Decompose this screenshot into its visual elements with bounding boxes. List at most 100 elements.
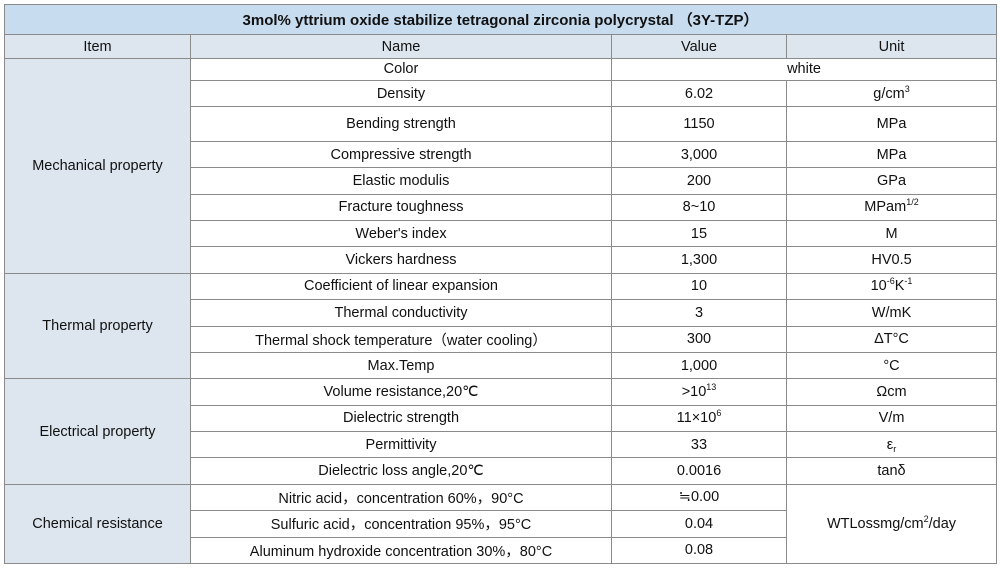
unit-exponent-2: -1 (904, 276, 913, 287)
property-name: Nitric acid，concentration 60%，90°C (190, 483, 612, 512)
unit-text: WTLossmg/cm (826, 515, 924, 532)
header-item: Item (4, 34, 191, 59)
property-value: 1150 (611, 106, 787, 142)
value-text: 300 (686, 331, 712, 348)
unit-text: °C (883, 357, 900, 374)
unit-text: ε (886, 436, 894, 453)
property-name: Weber's index (190, 220, 612, 248)
unit-exponent: -6 (886, 276, 895, 287)
table-row: Electrical property Volume resistance,20℃… (4, 378, 998, 485)
value-text: 1150 (683, 116, 715, 133)
value-text: 3,000 (680, 146, 718, 163)
table-row: Chemical resistance Nitric acid，concentra… (4, 483, 998, 565)
property-unit: 10-6K-1 (785, 272, 998, 301)
property-name: Fracture toughness (190, 193, 612, 222)
value-text: >10 (681, 383, 707, 400)
property-value: 3,000 (611, 140, 787, 169)
property-name: Thermal shock temperature（water cooling） (190, 325, 612, 353)
unit-exponent: 1/2 (906, 197, 919, 208)
property-value: 0.04 (611, 510, 787, 538)
property-value: 3 (611, 299, 787, 327)
property-unit: °C (785, 351, 998, 380)
property-value: 1,000 (611, 351, 787, 380)
property-value: 200 (611, 167, 787, 195)
property-name: Coefficient of linear expansion (190, 272, 612, 301)
unit-text: W/mK (871, 304, 912, 321)
value-text: 3 (694, 304, 704, 321)
property-value: 15 (611, 220, 787, 248)
property-value: 8~10 (611, 193, 787, 222)
properties-table: 3mol% yttrium oxide stabilize tetragonal… (3, 3, 998, 565)
property-unit: Ωcm (785, 378, 998, 406)
header-unit: Unit (785, 34, 998, 59)
value-text: 10 (690, 278, 708, 295)
property-name: Sulfuric acid，concentration 95%，95°C (190, 510, 612, 538)
property-name: Bending strength (190, 106, 612, 142)
header-value: Value (611, 34, 787, 59)
unit-mid: K (894, 278, 905, 295)
header-row: Item Name Value Unit (4, 34, 998, 59)
property-unit: MPa (785, 106, 998, 142)
property-name: Volume resistance,20℃ (190, 378, 612, 406)
property-unit: g/cm3 (785, 80, 998, 108)
property-name: Color (190, 57, 612, 82)
table-row: Weber's index 15 M (5, 220, 998, 248)
group-label: Chemical resistance (4, 483, 191, 565)
property-unit: ΔT°C (785, 325, 998, 353)
property-unit: tanδ (785, 457, 998, 485)
unit-text: g/cm (873, 85, 905, 102)
property-unit: W/mK (785, 299, 998, 327)
property-name: Elastic modulis (190, 167, 612, 195)
property-value: 0.08 (611, 536, 787, 565)
property-value: 0.0016 (611, 457, 787, 485)
table-body: 3mol% yttrium oxide stabilize tetragonal… (3, 3, 998, 565)
value-text: 33 (690, 436, 708, 453)
property-unit: GPa (785, 167, 998, 195)
property-unit: MPam1/2 (785, 193, 998, 222)
value-text: 8~10 (682, 199, 716, 216)
property-unit: MPa (785, 140, 998, 169)
unit-exponent: 2 (923, 513, 929, 524)
table-row: Mechanical property Color white (4, 57, 998, 274)
property-value: ≒0.00 (611, 483, 787, 512)
value-text: 11×10 (676, 410, 717, 427)
table-row: Dielectric strength 11×106 V/m (5, 404, 998, 433)
table-row: Permittivity 33 εr (5, 431, 998, 459)
unit-text: GPa (877, 172, 907, 189)
unit-text: MPa (876, 146, 907, 163)
table-row: Sulfuric acid，concentration 95%，95°C 0.04 (5, 510, 997, 538)
value-exponent: 6 (716, 408, 722, 419)
property-value: 6.02 (611, 80, 787, 108)
property-value: 1,300 (611, 246, 787, 274)
group-label: Thermal property (4, 272, 191, 380)
property-name: Permittivity (190, 431, 612, 459)
unit-text: MPa (876, 116, 907, 133)
group-label: Electrical property (4, 378, 191, 485)
property-name: Density (190, 80, 612, 108)
value-text: 6.02 (684, 85, 714, 102)
value-text: 200 (686, 172, 712, 189)
unit-tail: /day (928, 515, 957, 532)
table-row: Elastic modulis 200 GPa (5, 167, 998, 195)
title-row: 3mol% yttrium oxide stabilize tetragonal… (3, 3, 998, 36)
property-name: Thermal conductivity (190, 299, 612, 327)
table-row: Thermal conductivity 3 W/mK (5, 299, 998, 327)
table-row: Compressive strength 3,000 MPa (5, 140, 998, 169)
property-name: Max.Temp (190, 351, 612, 380)
unit-text: ΔT°C (874, 331, 909, 348)
property-value: white (610, 57, 998, 82)
table-row: Max.Temp 1,000 °C (5, 351, 998, 380)
unit-text: M (885, 225, 898, 242)
value-text: white (787, 61, 821, 78)
value-text: 0.08 (684, 542, 714, 559)
unit-text: Ωcm (876, 383, 907, 400)
value-text: ≒0.00 (678, 489, 720, 506)
table-title: 3mol% yttrium oxide stabilize tetragonal… (3, 3, 998, 36)
property-name: Dielectric loss angle,20℃ (190, 457, 612, 485)
table-row: Vickers hardness 1,300 HV0.5 (5, 246, 998, 274)
unit-text: HV0.5 (871, 252, 912, 269)
table-row: Aluminum hydroxide concentration 30%，80°… (5, 536, 997, 565)
unit-text: MPam (864, 199, 907, 216)
header-name: Name (190, 34, 612, 59)
table-row: Density 6.02 g/cm3 (5, 80, 998, 108)
